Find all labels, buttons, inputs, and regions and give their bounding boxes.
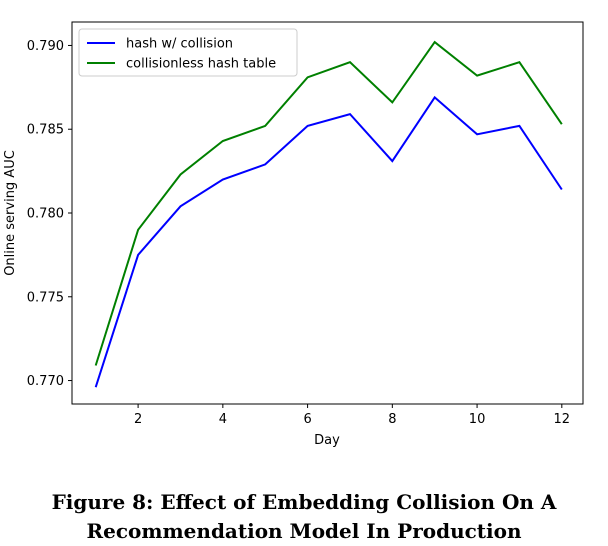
y-tick-label: 0.785	[27, 123, 64, 138]
y-tick-label: 0.790	[27, 39, 64, 54]
x-tick-label: 6	[303, 412, 311, 427]
figure-caption: Figure 8: Effect of Embedding Collision …	[0, 488, 608, 546]
legend: hash w/ collision collisionless hash tab…	[78, 28, 298, 77]
x-tick-label: 8	[388, 412, 396, 427]
x-tick-label: 12	[554, 412, 571, 427]
y-tick-label: 0.780	[27, 207, 64, 222]
legend-label-collisionless: collisionless hash table	[126, 57, 276, 72]
x-tick-label: 4	[219, 412, 227, 427]
series-line-hash-w-collision	[94, 95, 563, 388]
line-chart: 2 4 6 8 10 12 0.770 0.775 0.780 0.785 0.790 Day O…	[3, 21, 584, 448]
caption-line-1: Figure 8: Effect of Embedding Collision …	[51, 490, 557, 514]
x-axis-label: Day	[314, 433, 340, 448]
legend-label-hash-w-collision: hash w/ collision	[126, 37, 233, 52]
y-axis-label: Online serving AUC	[3, 150, 18, 276]
y-tick-label: 0.775	[27, 290, 64, 305]
caption-line-2: Recommendation Model In Production	[86, 519, 522, 543]
x-tick-label: 10	[469, 412, 486, 427]
y-tick-label: 0.770	[27, 374, 64, 389]
x-tick-label: 2	[134, 412, 142, 427]
series-line-collisionless-hash-table	[94, 40, 563, 366]
plot-area	[71, 21, 584, 405]
